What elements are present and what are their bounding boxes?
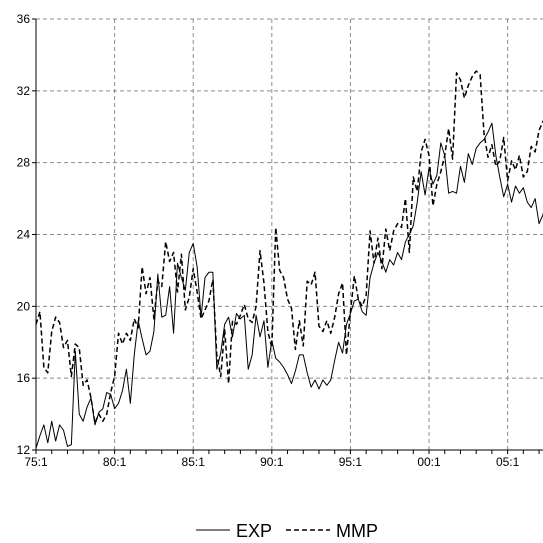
- series-line-mmp: [35, 70, 543, 424]
- x-tick-label: 85:1: [182, 455, 206, 469]
- y-tick-label: 16: [17, 371, 31, 385]
- x-tick-label: 00:1: [417, 455, 441, 469]
- y-tick-label: 32: [17, 84, 31, 98]
- gridlines: [36, 18, 543, 450]
- y-tick-label: 36: [17, 12, 31, 26]
- y-tick-label: 28: [17, 156, 31, 170]
- y-tick-label: 24: [17, 228, 31, 242]
- series-line-exp: [35, 122, 543, 449]
- axes: 12 16 20 24 28 32 36 75:1 80:1 85:1 90:1 95:1 00:1 05…: [17, 12, 543, 469]
- x-tick-label: 05:1: [496, 455, 520, 469]
- legend-label-exp: EXP: [236, 521, 272, 541]
- y-tick-label: 20: [17, 299, 31, 313]
- x-tick-label: 90:1: [260, 455, 284, 469]
- x-tick-label: 95:1: [339, 455, 363, 469]
- legend: EXP MMP: [196, 521, 378, 541]
- y-tick-label: 12: [17, 443, 31, 457]
- x-tick-label: 75:1: [24, 455, 48, 469]
- x-tick-label: 80:1: [103, 455, 127, 469]
- legend-label-mmp: MMP: [336, 521, 378, 541]
- series-layer: [35, 70, 543, 449]
